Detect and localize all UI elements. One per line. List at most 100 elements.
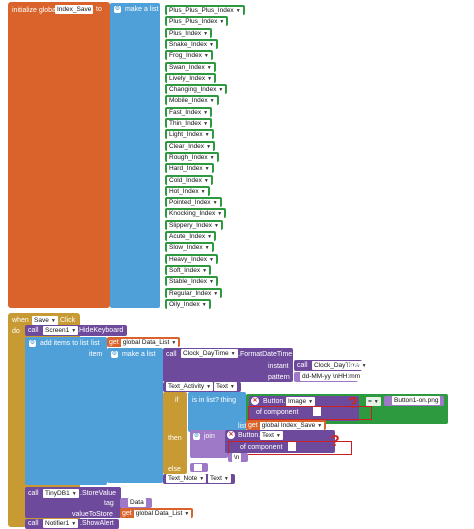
dropdown-arrow-icon[interactable]: ▼ [208,41,214,48]
list-item-value[interactable]: Thin_Index ▼ [167,120,211,128]
list-item-text-block[interactable]: Rough_Index ▼ [165,151,219,162]
inner-make-a-list-block[interactable] [107,348,163,483]
mutator-gear-icon[interactable]: ⚙ [114,5,121,13]
list-item-value[interactable]: Heavy_Index ▼ [167,255,216,264]
list-item-text-block[interactable]: Regular_Index ▼ [165,287,223,298]
dropdown-arrow-icon[interactable]: ▼ [209,98,215,105]
list-item-text-block[interactable]: Mobile_Index ▼ [165,95,219,106]
remove-x-icon[interactable]: ✕ [251,397,259,405]
list-item-text-block[interactable]: Soft_Index ▼ [165,264,212,275]
equals-dropdown[interactable]: = ▼ [366,397,381,406]
list-item-value[interactable]: Plus_Index ▼ [167,29,211,38]
list-item-text-block[interactable]: Lively_Index ▼ [165,72,217,83]
make-a-list-block[interactable] [110,3,160,308]
list-item-text-block[interactable]: Plus_Plus_Index ▼ [165,16,229,27]
list-item-text-block[interactable]: Thin_Index ▼ [165,118,213,128]
list-item-value[interactable]: Fast_Index ▼ [167,108,211,117]
list-item-text-block[interactable]: Pointed_Index ▼ [165,197,222,208]
list-item-value[interactable]: Hard_Index ▼ [167,165,212,174]
list-item-text-block[interactable]: Knocking_Index ▼ [165,208,227,219]
list-item-text-block[interactable]: Fast_Index ▼ [165,106,213,117]
list-item-text-block[interactable]: Changing_Index ▼ [165,84,228,95]
list-item-text-block[interactable]: Hot_Index ▼ [165,185,210,196]
list-item-text-block[interactable]: Hard_Index ▼ [165,163,214,174]
dropdown-arrow-icon[interactable]: ▼ [206,64,212,71]
list-item-text-block[interactable]: Cold_Index ▼ [165,174,213,185]
initialize-global-block[interactable] [8,2,110,308]
list-item-text-block[interactable]: Clear_Index ▼ [165,140,216,151]
list-item-value[interactable]: Oily_Index ▼ [167,300,209,309]
list-item-text-block[interactable]: Oily_Index ▼ [165,298,211,309]
dropdown-arrow-icon[interactable]: ▼ [204,132,210,139]
tinydb-dropdown[interactable]: TinyDB1 ▼ [43,489,79,498]
screen1-dropdown[interactable]: Screen1 ▼ [43,326,79,335]
dropdown-arrow-icon[interactable]: ▼ [207,234,213,240]
join-gear-icon[interactable]: ⚙ [193,432,200,440]
text-activity-dropdown[interactable]: Text_Activity ▼ [166,382,214,391]
pattern-value[interactable]: dd-MM-yy \nHH:mm [300,372,363,381]
dropdown-arrow-icon[interactable]: ▼ [203,53,209,60]
list-item-value[interactable]: Acute_Index ▼ [167,233,215,241]
list-item-value[interactable]: Light_Index ▼ [167,131,212,140]
dropdown-arrow-icon[interactable]: ▼ [204,166,210,173]
text-activity-prop-dropdown[interactable]: Text ▼ [214,382,237,391]
list-item-text-block[interactable]: Slippery_Index ▼ [165,219,223,230]
notifier-dropdown[interactable]: Notifier1 ▼ [43,519,79,528]
list-item-text-block[interactable]: Slow_Index ▼ [165,242,214,253]
list-item-text-block[interactable]: Snake_Index ▼ [165,38,218,49]
list-item-value[interactable]: Clear_Index ▼ [167,142,214,151]
empty-component-socket[interactable] [313,407,321,416]
dropdown-arrow-icon[interactable]: ▼ [219,19,225,26]
list-item-value[interactable]: Slow_Index ▼ [167,244,212,253]
dropdown-arrow-icon[interactable]: ▼ [203,30,209,37]
dropdown-arrow-icon[interactable]: ▼ [202,267,208,274]
list-item-text-block[interactable]: Swan_Index ▼ [165,61,216,72]
list-item-text-block[interactable]: Stable_Index ▼ [165,276,218,287]
dropdown-arrow-icon[interactable]: ▼ [214,222,219,229]
tag-value[interactable]: Data [128,498,146,507]
list-item-text-block[interactable]: Acute_Index ▼ [165,231,217,241]
list-item-value[interactable]: Changing_Index ▼ [167,86,226,95]
list-item-value[interactable]: Frog_Index ▼ [167,52,211,61]
list-item-value[interactable]: Lively_Index ▼ [167,74,215,83]
image-value[interactable]: Button1-on.png [392,396,441,405]
list-item-value[interactable]: Cold_Index ▼ [167,176,211,185]
list-item-text-block[interactable]: Plus_Plus_Plus_Index ▼ [165,5,245,15]
get-global-data-list[interactable]: get global Data_List ▼ [107,337,181,347]
save-component-dropdown[interactable]: Save ▼ [32,316,58,325]
text-note-prop-dropdown[interactable]: Text ▼ [208,474,231,483]
list-item-value[interactable]: Hot_Index ▼ [167,187,208,196]
dropdown-arrow-icon[interactable]: ▼ [201,301,207,308]
list-item-value[interactable]: Snake_Index ▼ [167,40,216,49]
list-item-text-block[interactable]: Light_Index ▼ [165,129,214,140]
list-item-value[interactable]: Soft_Index ▼ [167,266,210,275]
dropdown-arrow-icon[interactable]: ▼ [204,245,210,252]
list-item-value[interactable]: Mobile_Index ▼ [167,97,217,106]
list-item-value[interactable]: Stable_Index ▼ [167,278,216,287]
text-prop-dropdown-2[interactable]: Text ▼ [260,431,283,440]
get-global-index-save[interactable]: get global Index_Save ▼ [246,420,327,430]
list-item-text-block[interactable]: Frog_Index ▼ [165,50,213,61]
list-item-value[interactable]: Swan_Index ▼ [167,63,214,72]
list-item-value[interactable]: Rough_Index ▼ [167,153,217,162]
dropdown-arrow-icon[interactable]: ▼ [217,211,223,218]
list-item-text-block[interactable]: Plus_Index ▼ [165,27,213,38]
list-item-value[interactable]: Slippery_Index ▼ [167,221,221,230]
list-item-value[interactable]: Plus_Plus_Index ▼ [167,18,227,27]
list-item-text-block[interactable]: Heavy_Index ▼ [165,253,218,264]
newline-value[interactable]: \n [232,453,242,462]
clock-daytime-dropdown[interactable]: Clock_DayTime ▼ [181,349,238,358]
empty-text-value[interactable] [194,464,202,471]
dropdown-arrow-icon[interactable]: ▼ [209,154,215,161]
list-item-value[interactable]: Knocking_Index ▼ [167,210,225,219]
dropdown-arrow-icon[interactable]: ▼ [200,188,206,195]
dropdown-arrow-icon[interactable]: ▼ [208,256,214,263]
is-in-list-block[interactable] [188,392,246,432]
list-item-value[interactable]: Plus_Plus_Plus_Index ▼ [167,7,243,15]
list-item-value[interactable]: Regular_Index ▼ [167,289,221,298]
dropdown-arrow-icon[interactable]: ▼ [213,290,219,297]
empty-component-socket-2[interactable] [288,442,296,451]
if-then-else-block[interactable] [163,392,187,474]
dropdown-arrow-icon[interactable]: ▼ [212,200,218,207]
add-items-to-list-block[interactable] [25,337,107,485]
